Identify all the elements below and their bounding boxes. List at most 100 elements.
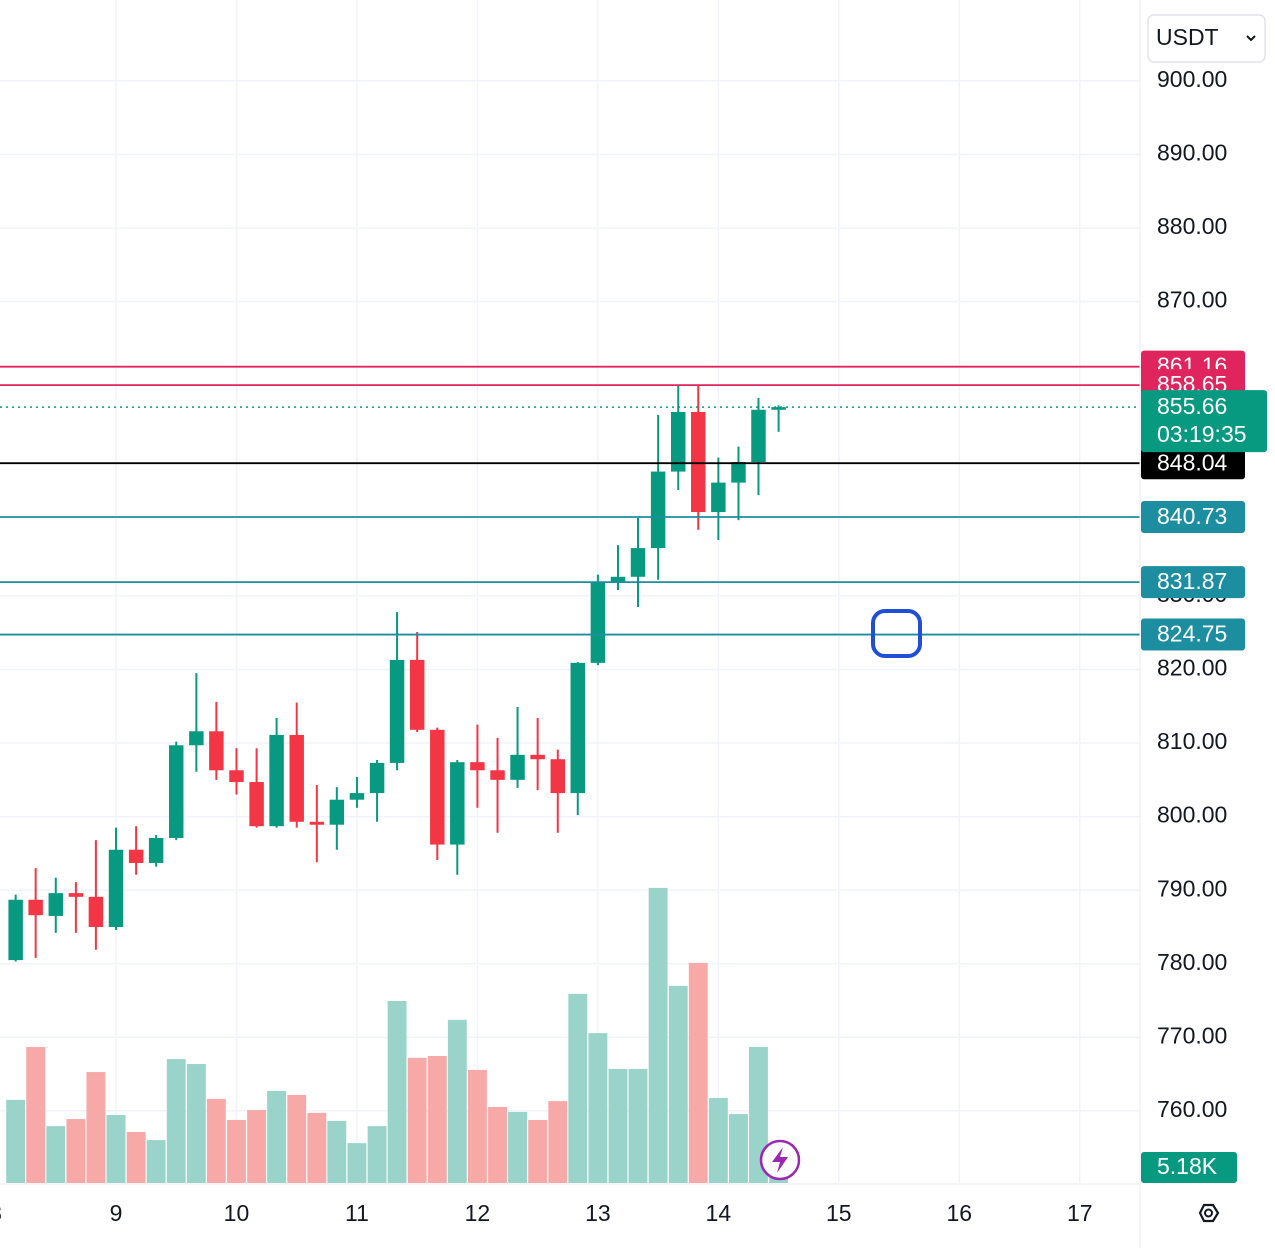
candle-body: [229, 770, 244, 783]
candle-body: [570, 662, 585, 794]
candle-body: [329, 799, 345, 825]
volume-bar: [628, 1068, 648, 1183]
candle-body: [108, 849, 124, 927]
candle-body: [289, 734, 304, 822]
candle-body: [209, 731, 224, 771]
candle-body: [650, 471, 666, 549]
candle-body: [269, 734, 284, 827]
candle-body: [691, 411, 706, 513]
price-label-box: [1141, 566, 1245, 599]
y-tick-label: 900.00: [1157, 66, 1227, 92]
candle-body: [751, 409, 766, 463]
volume-bar: [267, 1090, 287, 1183]
candle-body: [490, 770, 505, 780]
volume-bar: [247, 1110, 267, 1183]
volume-bar: [327, 1120, 347, 1183]
volume-bar: [407, 1057, 427, 1183]
x-tick-label: 15: [826, 1200, 852, 1226]
candle-body: [349, 793, 365, 800]
last-price-label: 855.66: [1157, 393, 1227, 419]
y-tick-label: 880.00: [1157, 213, 1227, 239]
volume-bar: [447, 1019, 467, 1183]
settings-icon[interactable]: [1198, 1203, 1220, 1223]
price-label: 824.75: [1157, 621, 1227, 647]
candle-body: [249, 782, 264, 827]
volume-bar: [488, 1106, 507, 1183]
volume-bar: [146, 1140, 166, 1183]
y-tick-label: 810.00: [1157, 728, 1227, 754]
price-labels: 861.16858.65848.04840.73831.87824.75855.…: [1141, 350, 1267, 1183]
price-lines: [0, 365, 1140, 636]
volume-bar: [347, 1143, 367, 1183]
candle-body: [148, 837, 164, 863]
volume-bar: [86, 1072, 106, 1183]
candle-body: [189, 731, 204, 746]
volume-bar: [528, 1119, 548, 1183]
price-label: 848.04: [1157, 449, 1228, 475]
volume-bar: [46, 1126, 66, 1183]
candle-body: [590, 581, 606, 663]
volume-label-box: [1141, 1152, 1237, 1183]
price-label-box: [1141, 447, 1245, 480]
volume-bar: [708, 1098, 728, 1183]
volume-bar: [427, 1056, 447, 1183]
candle-body: [671, 411, 686, 472]
lightning-icon[interactable]: [759, 1139, 801, 1181]
volume-bar: [307, 1112, 327, 1183]
y-tick-label: 800.00: [1157, 802, 1227, 828]
candle-body: [550, 759, 566, 794]
y-tick-label: 760.00: [1157, 1096, 1227, 1122]
candle-body: [88, 896, 104, 927]
candle-body: [68, 893, 84, 897]
countdown-label: 03:19:35: [1157, 421, 1247, 447]
candle-body: [169, 745, 184, 838]
volume-bar: [166, 1059, 186, 1183]
x-tick-label: 9: [110, 1200, 123, 1226]
volume-bar: [186, 1064, 206, 1183]
candle-body: [450, 762, 465, 845]
y-tick-label: 870.00: [1157, 287, 1227, 313]
volume-bar: [588, 1033, 608, 1183]
candle-body: [470, 762, 485, 771]
candle-body: [711, 482, 726, 513]
volume-bar: [548, 1101, 568, 1183]
volume-bar: [729, 1114, 748, 1183]
volume-label: 5.18K: [1157, 1153, 1218, 1179]
y-tick-label: 790.00: [1157, 875, 1227, 901]
candle-body: [530, 754, 545, 760]
volume-bar: [26, 1047, 46, 1183]
candle-body: [48, 893, 64, 916]
candle-body: [771, 407, 786, 410]
candle-body: [389, 659, 405, 763]
price-label: 840.73: [1157, 503, 1227, 529]
y-tick-label: 890.00: [1157, 140, 1227, 166]
candles: [8, 384, 786, 962]
x-tick-label: 16: [946, 1200, 972, 1226]
price-label: 831.87: [1157, 568, 1227, 594]
volume-bar: [6, 1099, 26, 1183]
x-tick-label: 13: [585, 1200, 611, 1226]
volume-bar: [227, 1119, 246, 1183]
y-tick-label: 820.00: [1157, 655, 1227, 681]
volume-bar: [206, 1098, 226, 1183]
candle-body: [28, 899, 43, 916]
currency-label: USDT: [1156, 24, 1219, 50]
x-tick-label: 14: [706, 1200, 732, 1226]
candle-body: [630, 548, 646, 577]
x-tick-label: 12: [465, 1200, 491, 1226]
drawing-handle[interactable]: [871, 609, 922, 658]
candle-body: [409, 659, 425, 730]
candle-body: [309, 821, 325, 825]
candle-body: [369, 762, 385, 794]
volume-bar: [508, 1111, 527, 1183]
currency-select[interactable]: USDT: [1147, 14, 1266, 63]
volume-bar: [106, 1115, 126, 1183]
y-tick-label: 780.00: [1157, 949, 1227, 975]
x-tick-label: 8: [0, 1200, 2, 1226]
price-label-box: [1141, 618, 1245, 651]
candle-body: [731, 462, 746, 483]
x-tick-label: 17: [1067, 1200, 1093, 1226]
candle-body: [610, 576, 626, 582]
volume-bar: [688, 962, 708, 1183]
